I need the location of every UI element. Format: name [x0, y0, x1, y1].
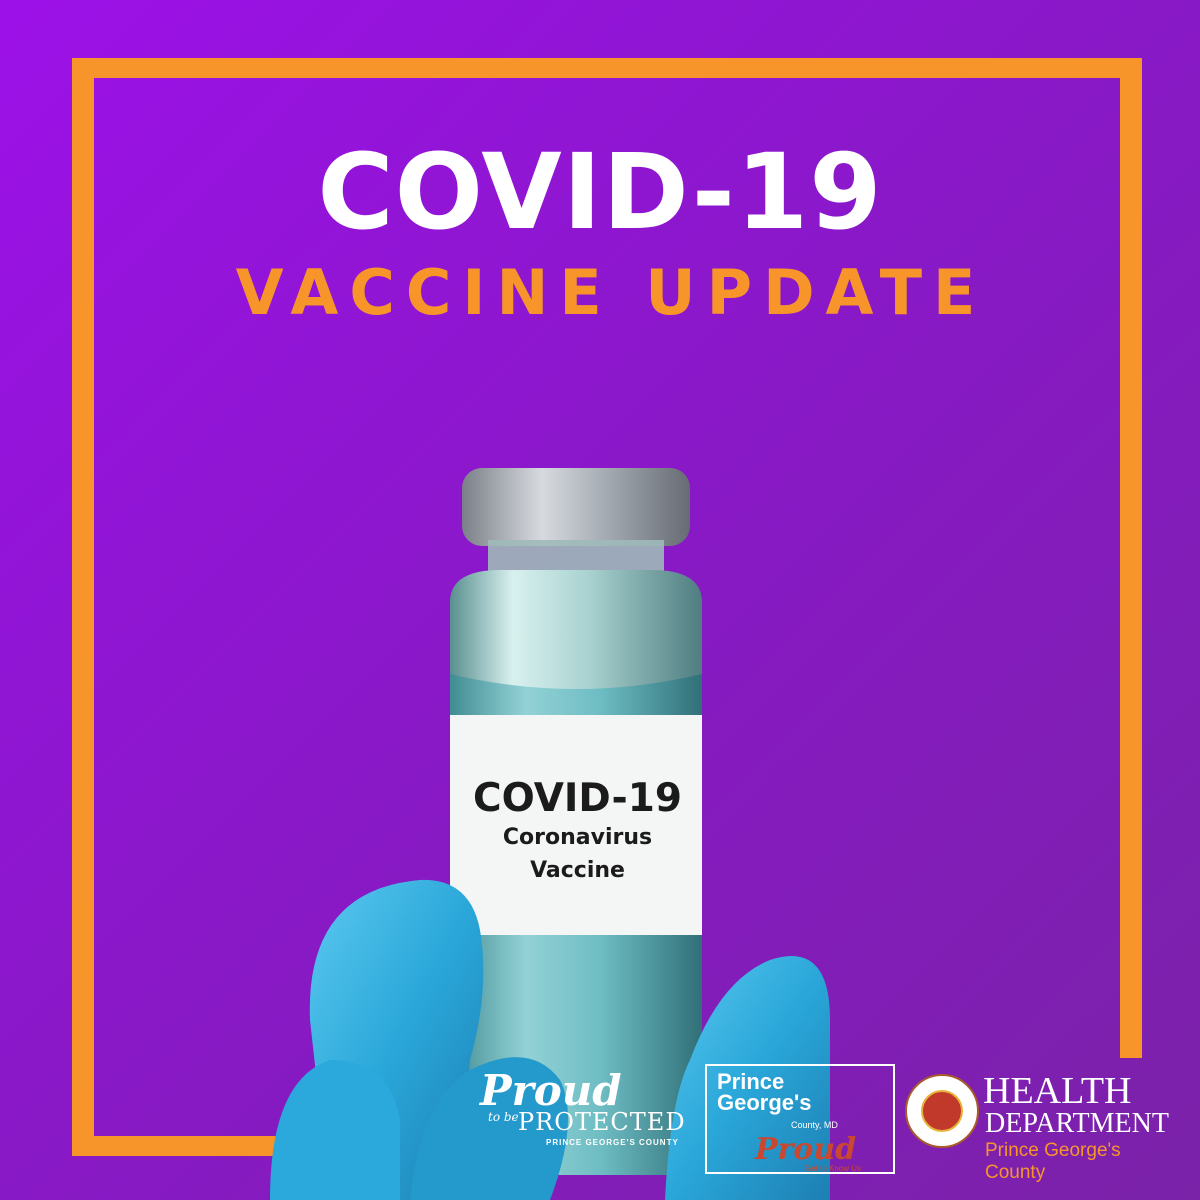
logo-proud: Proud [755, 1132, 857, 1167]
vial-label [450, 715, 702, 935]
logo-strip: Proud to be PROTECTED PRINCE GEORGE'S CO… [460, 1060, 1169, 1183]
pg-proud-logo: Prince George's County, MD Proud Get to … [705, 1064, 895, 1174]
logo-pg-county: PRINCE GEORGE'S COUNTY [546, 1138, 679, 1147]
logo-protected: PROTECTED [518, 1108, 686, 1136]
logo-county-md: County, MD [791, 1120, 838, 1130]
proud-to-be-protected-logo: Proud to be PROTECTED PRINCE GEORGE'S CO… [470, 1070, 690, 1170]
glove-palm [270, 1060, 400, 1200]
vial-label-line2: Coronavirus [502, 824, 653, 850]
county-seal-icon [905, 1074, 979, 1148]
vial-label-title: COVID-19 [473, 776, 682, 821]
vial-cap [462, 468, 690, 546]
logo-health-county: Prince George's County [985, 1140, 1121, 1183]
frame-right [1120, 58, 1142, 1058]
vaccine-vial-illustration [270, 468, 830, 1200]
glove-finger-middle [410, 1057, 568, 1200]
logo-to-be: to be [488, 1110, 519, 1124]
logo-get-to-know-us: Get to Know Us [805, 1164, 862, 1173]
vial-label-line3: Vaccine [530, 857, 625, 883]
vial-label-text: COVID-19 Coronavirus Vaccine [450, 776, 705, 887]
logo-proud-script: Proud [480, 1066, 622, 1115]
health-department-logo: HEALTH DEPARTMENT Prince George's County [905, 1060, 1169, 1183]
frame-left [72, 58, 94, 1156]
logo-department: DEPARTMENT [985, 1108, 1169, 1139]
frame-top [72, 58, 1142, 78]
logo-health: HEALTH [983, 1070, 1132, 1112]
subheadline: VACCINE UPDATE [235, 256, 987, 329]
headline: COVID-19 [317, 131, 883, 253]
logo-prince-georges: Prince George's [717, 1069, 812, 1115]
